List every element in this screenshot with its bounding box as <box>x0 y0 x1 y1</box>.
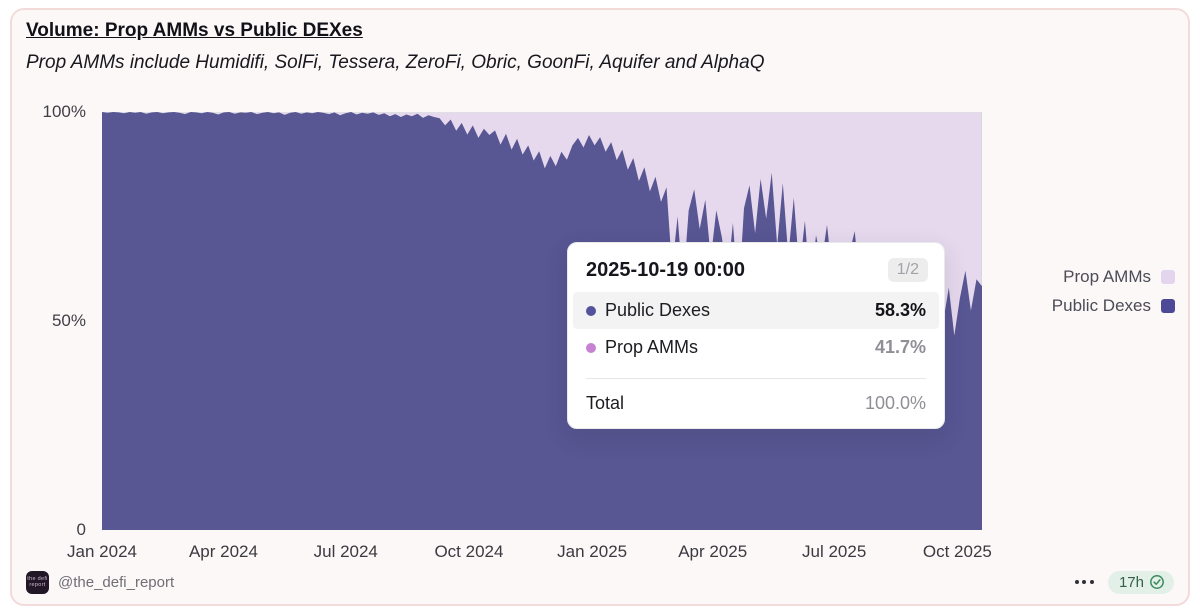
verified-badge-icon <box>1150 575 1164 589</box>
legend-label: Prop AMMs <box>1063 267 1151 286</box>
x-tick-label: Jan 2024 <box>67 542 137 561</box>
page-title: Volume: Prop AMMs vs Public DEXes <box>26 20 363 41</box>
y-tick-label: 50% <box>51 311 86 330</box>
more-options-button[interactable] <box>1073 576 1096 588</box>
y-tick-label: 100% <box>42 102 86 121</box>
x-axis: Jan 2024 Apr 2024 Jul 2024 Oct 2024 Jan 2025… <box>67 542 992 564</box>
y-axis: 100% 50% 0 <box>12 102 94 539</box>
y-tick-label: 0 <box>76 520 86 539</box>
chart-legend: Prop AMMs Public Dexes <box>1052 267 1175 325</box>
tooltip-timestamp: 2025-10-19 00:00 <box>586 258 746 281</box>
x-tick-label: Apr 2025 <box>678 542 748 561</box>
chart-card: Volume: Prop AMMs vs Public DEXes Prop A… <box>10 8 1190 606</box>
public-dexes-swatch-icon <box>1161 299 1175 313</box>
prop-amms-dot-icon <box>586 342 596 353</box>
x-tick-label: Apr 2024 <box>188 542 258 561</box>
legend-label: Public Dexes <box>1051 296 1151 315</box>
tooltip-series-value: 58.3% <box>874 300 926 320</box>
public-dexes-dot-icon <box>586 305 596 316</box>
tooltip-total-value: 100.0% <box>864 393 926 413</box>
legend-item-prop-amms[interactable]: Prop AMMs <box>1052 267 1175 287</box>
x-tick-label: Jul 2024 <box>313 542 378 561</box>
author-handle: @the_defi_report <box>58 573 175 591</box>
x-tick-label: Jan 2025 <box>557 542 628 561</box>
prop-amms-swatch-icon <box>1161 270 1175 284</box>
legend-item-public-dexes[interactable]: Public Dexes <box>1052 296 1175 316</box>
tooltip-total-row: Total 100.0% <box>568 379 944 416</box>
attribution: the defi report @the_defi_report <box>26 570 175 594</box>
tooltip-divider <box>586 378 926 379</box>
tooltip-row-prop-amms: Prop AMMs 41.7% <box>573 329 939 366</box>
chart-tooltip: 2025-10-19 00:00 1/2 Public Dexes 58.3% … <box>567 242 945 429</box>
tooltip-row-public-dexes: Public Dexes 58.3% <box>573 292 939 329</box>
card-footer: the defi report @the_defi_report 17h <box>26 569 1174 595</box>
avatar-text: the defi <box>27 576 48 582</box>
tooltip-page-indicator: 1/2 <box>887 258 928 282</box>
timestamp-label: 17h <box>1118 573 1144 591</box>
avatar-text: report <box>29 582 46 588</box>
timestamp-pill[interactable]: 17h <box>1107 570 1174 594</box>
defi-report-avatar: the defi report <box>26 570 49 594</box>
tooltip-series-value: 41.7% <box>874 337 926 357</box>
x-tick-label: Oct 2025 <box>922 542 992 561</box>
tooltip-series-label: Prop AMMs <box>605 337 699 357</box>
chart-subtitle: Prop AMMs include Humidifi, SolFi, Tesse… <box>26 52 765 73</box>
x-tick-label: Oct 2024 <box>434 542 504 561</box>
tooltip-series-label: Public Dexes <box>605 300 711 320</box>
x-tick-label: Jul 2025 <box>802 542 867 561</box>
tooltip-total-label: Total <box>586 393 625 413</box>
